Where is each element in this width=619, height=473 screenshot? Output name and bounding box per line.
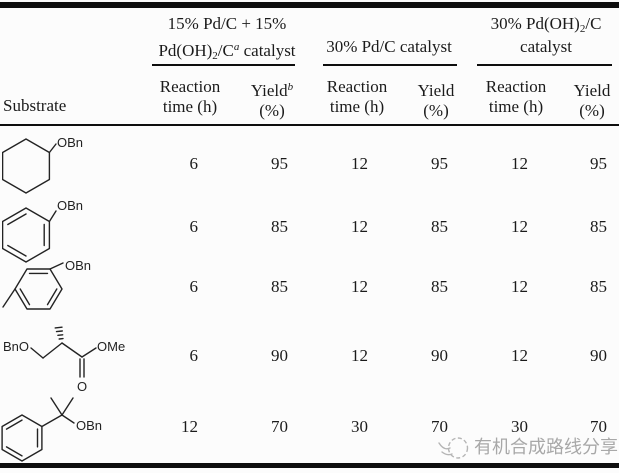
table-cell: 12 <box>511 277 528 296</box>
table-cell: 85 <box>590 217 607 236</box>
table-cell: 85 <box>271 277 288 296</box>
group2-title: 30% Pd/C catalyst <box>326 37 452 56</box>
table-cell: 6 <box>189 277 199 296</box>
table-cell: 85 <box>271 217 288 236</box>
table-cell: 30 <box>511 417 528 436</box>
table-cell: 70 <box>590 417 607 436</box>
group1-time-header: Reaction time (h) <box>159 77 221 116</box>
group2-yield-header: Yield (%) <box>417 81 455 120</box>
table-cell: 12 <box>351 217 368 236</box>
group1-title-line2: Pd(OH)2/Ca catalyst <box>158 41 296 62</box>
group1-title-line1: 15% Pd/C + 15% <box>167 14 287 33</box>
group3-yield-header: Yield (%) <box>573 81 611 120</box>
substrate-structure-bno-ester: BnO O OMe <box>3 326 125 394</box>
table-cell: 12 <box>511 217 528 236</box>
group3-title-line1: 30% Pd(OH)2/C <box>490 14 602 35</box>
watermark-text: 有机合成路线分享 <box>474 437 618 457</box>
table-cell: 70 <box>271 417 288 436</box>
table-cell: 30 <box>351 417 368 436</box>
table-cell: 85 <box>590 277 607 296</box>
table-cell: 95 <box>431 154 448 173</box>
bno-label: BnO <box>3 339 29 354</box>
table-cell: 6 <box>189 346 199 365</box>
group3-time-header: Reaction time (h) <box>485 77 547 116</box>
table-top-rule <box>0 2 619 8</box>
table-bottom-rule <box>0 463 619 468</box>
obn-label: OBn <box>57 135 83 150</box>
header-bottom-rule <box>0 124 619 126</box>
table-cell: 95 <box>271 154 288 173</box>
group1-underline <box>152 64 295 66</box>
table-cell: 85 <box>431 277 448 296</box>
substrate-structure-cumyl-obn: OBn <box>1 397 102 462</box>
substrate-structure-phenyl-obn: OBn <box>2 198 83 263</box>
table-cell: 90 <box>431 346 448 365</box>
table-cell: 70 <box>431 417 448 436</box>
substrate-column-header: Substrate <box>3 96 67 115</box>
table-cell: 6 <box>189 154 199 173</box>
table-cell: 12 <box>511 346 528 365</box>
obn-label: OBn <box>76 418 102 433</box>
table-cell: 12 <box>351 277 368 296</box>
obn-label: OBn <box>65 258 91 273</box>
table-cell: 12 <box>511 154 528 173</box>
table-cell: 90 <box>590 346 607 365</box>
table-cell: 95 <box>590 154 607 173</box>
table-cell: 12 <box>351 154 368 173</box>
obn-label: OBn <box>57 198 83 213</box>
table-cell: 90 <box>271 346 288 365</box>
table-cell: 85 <box>431 217 448 236</box>
group3-title-line2: catalyst <box>520 37 572 56</box>
substrate-structure-tolyl-obn: OBn <box>2 258 91 310</box>
substrate-structure-cyclohexyl-obn: OBn <box>2 135 83 194</box>
table-cell: 12 <box>351 346 368 365</box>
group2-time-header: Reaction time (h) <box>326 77 388 116</box>
ome-label: OMe <box>97 339 125 354</box>
table-cell: 6 <box>189 217 199 236</box>
group2-underline <box>323 64 457 66</box>
watermark-logo-icon <box>438 437 469 459</box>
group1-yield-header: Yieldb (%) <box>250 81 294 120</box>
carbonyl-o-label: O <box>77 379 87 394</box>
group3-underline <box>477 64 612 66</box>
table-cell: 12 <box>181 417 198 436</box>
